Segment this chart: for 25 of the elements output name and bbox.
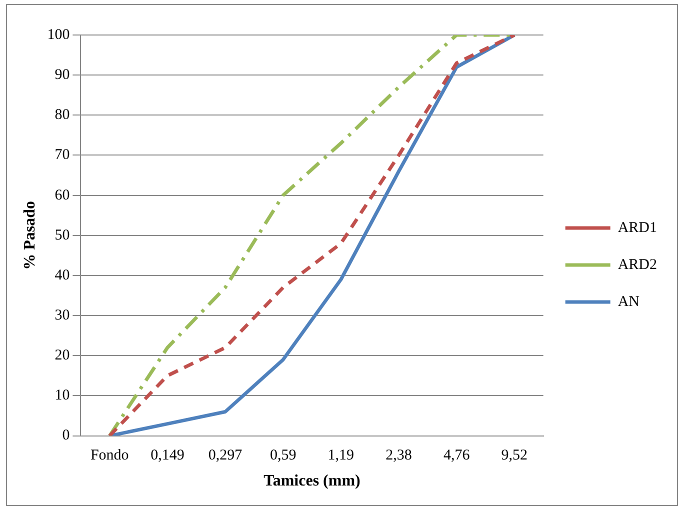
- y-tick-label: 50: [54, 227, 70, 244]
- x-tick-label: 2,38: [386, 448, 412, 464]
- y-tick-label: 20: [54, 348, 70, 364]
- x-axis-title: Tamices (mm): [264, 472, 360, 490]
- y-tick-label: 30: [54, 307, 70, 324]
- x-tick-label: 0,59: [270, 448, 296, 464]
- y-tick-label: 100: [47, 26, 70, 43]
- x-tick-label: Fondo: [90, 448, 129, 464]
- x-tick-label: 1,19: [328, 448, 354, 464]
- y-tick-label: 70: [54, 147, 70, 164]
- x-tick-label: 9,52: [501, 448, 528, 464]
- x-tick-label: 4,76: [443, 448, 470, 464]
- legend-label: ARD1: [618, 220, 657, 236]
- y-axis-title: % Pasado: [22, 200, 39, 270]
- y-tick-label: 10: [54, 388, 70, 404]
- legend-label: AN: [618, 294, 640, 310]
- x-tick-label: 0,297: [208, 448, 243, 464]
- legend-label: ARD2: [618, 256, 657, 273]
- y-tick-label: 80: [54, 107, 70, 124]
- y-tick-label: 0: [62, 428, 70, 444]
- y-tick-label: 90: [54, 67, 70, 84]
- y-tick-label: 60: [54, 187, 70, 204]
- line-series: [108, 35, 516, 436]
- y-tick-label: 40: [54, 267, 70, 284]
- x-tick-label: 0,149: [150, 448, 184, 464]
